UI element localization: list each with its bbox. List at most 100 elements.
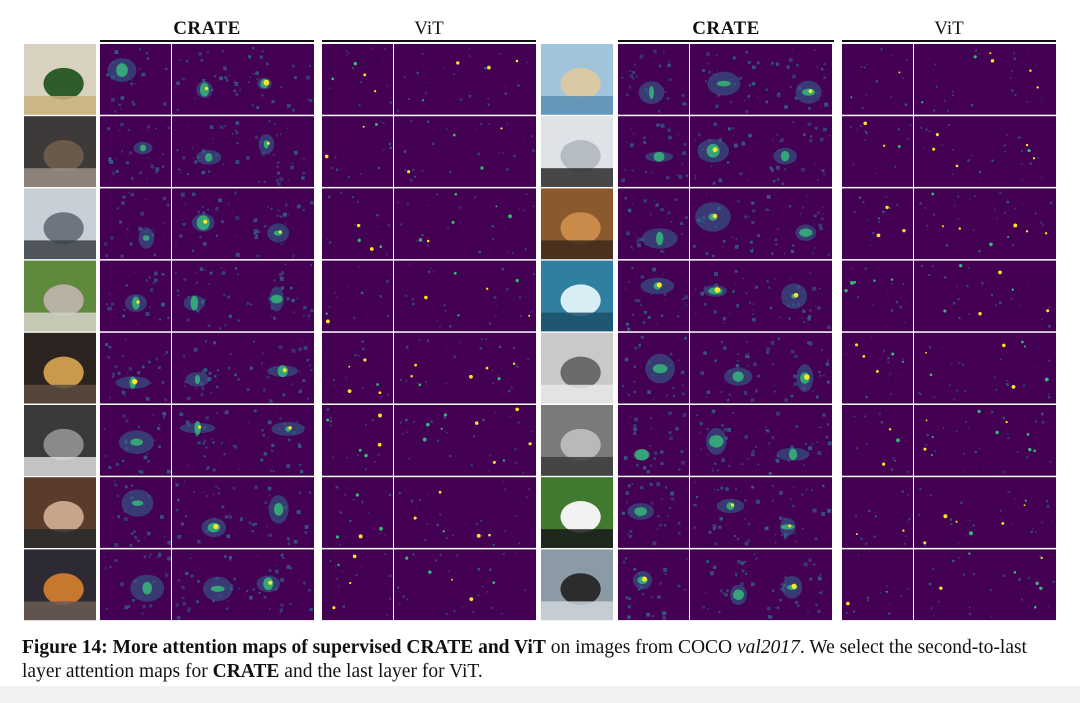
vit-attention-map [394, 332, 465, 404]
vit-attention-map [985, 260, 1056, 332]
crate-attention-map [690, 260, 761, 332]
vit-attention-map [985, 477, 1056, 548]
vit-attention-map [465, 260, 536, 332]
caption-crate-name-2: CRATE [212, 661, 280, 683]
vit-attention-map [394, 260, 465, 332]
vit-attention-map [985, 116, 1056, 187]
crate-attention-map [243, 332, 314, 404]
vit-attention-map [465, 332, 536, 404]
crate-attention-map [243, 260, 314, 332]
vit-attention-map [394, 405, 465, 476]
vit-attention-map [985, 405, 1056, 476]
crate-attention-map [172, 188, 243, 260]
vit-attention-map [394, 477, 465, 548]
crate-attention-map [618, 188, 689, 260]
baseball-thumbnail [24, 260, 96, 332]
caption-text-1: on images from COCO [545, 637, 738, 658]
vit-attention-map [842, 260, 913, 332]
tennis-player-thumbnail [24, 405, 96, 476]
crate-attention-map [618, 116, 689, 187]
parking-garage-thumbnail [24, 188, 96, 260]
header-left-vit: ViT [322, 16, 536, 42]
panda-thumbnail [541, 477, 613, 548]
crate-attention-map [243, 549, 314, 621]
vit-attention-map [842, 116, 913, 187]
surfer-thumbnail [541, 260, 613, 332]
crate-attention-map [100, 260, 171, 332]
vit-attention-map [322, 188, 393, 260]
group-photo-thumbnail [541, 405, 613, 476]
windshield-thumbnail [541, 549, 613, 621]
crate-attention-map [618, 477, 689, 548]
header-right-crate: CRATE [618, 16, 834, 42]
crate-attention-map [243, 405, 314, 476]
crate-attention-map [618, 260, 689, 332]
crate-attention-map [761, 332, 832, 404]
crate-attention-map [243, 188, 314, 260]
food-bowl-thumbnail [24, 44, 96, 115]
attention-map-figure [24, 44, 1056, 622]
crate-attention-map [618, 405, 689, 476]
vit-attention-map [914, 477, 985, 548]
crate-attention-map [243, 116, 314, 187]
vit-attention-map [394, 188, 465, 260]
vit-attention-map [322, 260, 393, 332]
crate-attention-map [761, 116, 832, 187]
crate-attention-map [172, 549, 243, 621]
crate-attention-map [690, 44, 761, 115]
crate-attention-map [761, 44, 832, 115]
group-separator [838, 44, 842, 622]
crate-attention-map [690, 116, 761, 187]
crate-attention-map [690, 332, 761, 404]
vit-attention-map [322, 477, 393, 548]
vit-attention-map [465, 188, 536, 260]
header-left-crate: CRATE [100, 16, 314, 42]
vit-attention-map [842, 477, 913, 548]
vit-attention-map [914, 188, 985, 260]
crate-attention-map [690, 188, 761, 260]
crate-attention-map [618, 44, 689, 115]
vit-attention-map [322, 332, 393, 404]
vit-attention-map [914, 116, 985, 187]
caption-bold-part: More attention maps of supervised [107, 637, 407, 658]
caption-crate-name: CRATE [406, 637, 474, 658]
vit-attention-map [985, 188, 1056, 260]
caption-bold-vit: and ViT [473, 637, 546, 658]
vit-attention-map [842, 405, 913, 476]
crate-attention-map [100, 188, 171, 260]
crate-attention-map [690, 549, 761, 621]
crate-attention-map [243, 44, 314, 115]
vit-attention-map [322, 549, 393, 621]
vit-attention-map [394, 116, 465, 187]
vit-attention-map [914, 44, 985, 115]
vit-attention-map [465, 405, 536, 476]
crate-attention-map [172, 405, 243, 476]
vit-attention-map [985, 44, 1056, 115]
vit-attention-map [465, 477, 536, 548]
group-separator [536, 44, 540, 622]
crate-attention-map [172, 260, 243, 332]
crate-attention-map [100, 405, 171, 476]
vit-attention-map [985, 332, 1056, 404]
crate-attention-map [172, 44, 243, 115]
crate-attention-map [100, 477, 172, 548]
crate-attention-map [618, 549, 689, 621]
kitchen-thumbnail [24, 116, 96, 187]
crate-attention-map [243, 477, 314, 548]
crate-attention-map [100, 44, 171, 115]
figure-caption: Figure 14: More attention maps of superv… [22, 636, 1062, 685]
page-footer-band [0, 686, 1080, 703]
skier-thumbnail [541, 332, 613, 404]
caption-dataset: val2017 [737, 637, 800, 658]
crate-attention-map [172, 116, 243, 187]
vit-attention-map [914, 405, 985, 476]
vit-attention-map [842, 188, 913, 260]
crate-attention-map [761, 405, 832, 476]
vit-attention-map [465, 44, 536, 115]
beach-animals-thumbnail [541, 44, 613, 115]
vit-attention-map [842, 549, 913, 621]
desk-lamp-thumbnail [24, 332, 96, 404]
crate-attention-map [100, 332, 171, 404]
crate-attention-map [761, 549, 832, 621]
